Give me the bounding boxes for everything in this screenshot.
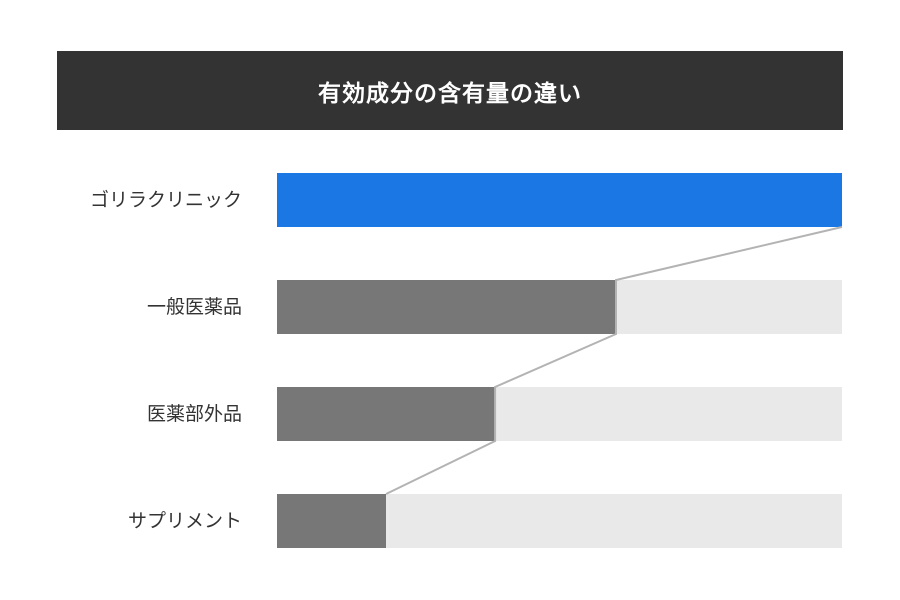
bar-track-quasi-drug — [277, 387, 842, 441]
chart-title-bar: 有効成分の含有量の違い — [57, 51, 843, 130]
bar-quasi-drug — [277, 387, 496, 441]
bar-supplement — [277, 494, 387, 548]
bar-track-otc-medicine — [277, 280, 842, 334]
row-label-otc-medicine: 一般医薬品 — [146, 296, 242, 318]
bar-track-supplement — [277, 494, 842, 548]
bar-track-gorilla-clinic — [277, 173, 842, 227]
row-label-gorilla-clinic: ゴリラクリニック — [89, 189, 242, 211]
bar-gorilla-clinic — [277, 173, 842, 227]
row-label-supplement: サプリメント — [127, 510, 242, 532]
row-label-quasi-drug: 医薬部外品 — [146, 403, 242, 425]
bar-otc-medicine — [277, 280, 616, 334]
chart-title: 有効成分の含有量の違い — [318, 80, 582, 107]
